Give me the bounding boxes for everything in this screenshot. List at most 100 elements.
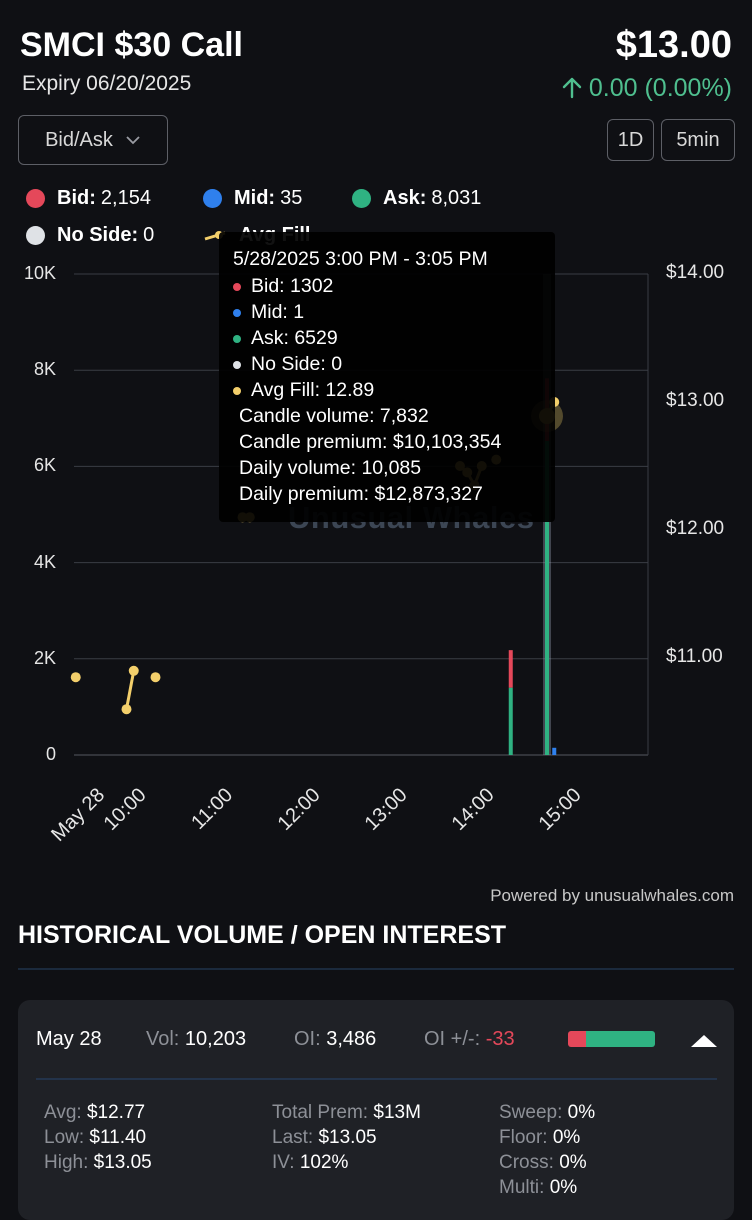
tooltip-candle-premium: Candle premium: $10,103,354 — [239, 431, 501, 454]
bid-dot-icon — [26, 189, 45, 208]
bid-ratio-segment — [568, 1031, 586, 1047]
tooltip-no-side-text: No Side: 0 — [251, 353, 342, 376]
collapse-caret-icon[interactable] — [690, 1033, 718, 1049]
legend-ask[interactable]: Ask: 8,031 — [352, 187, 481, 210]
x-tick-label: 14:00 — [448, 784, 500, 836]
avg-fill-point — [71, 672, 81, 682]
ask-ratio-segment — [586, 1031, 655, 1047]
mid-volume-bar — [552, 748, 556, 755]
history-oi: OI: 3,486 — [294, 1028, 376, 1051]
bid-ask-ratio-bar — [568, 1031, 655, 1047]
historical-section-title: HISTORICAL VOLUME / OPEN INTEREST — [18, 921, 506, 950]
ask-dot-icon — [352, 189, 371, 208]
stat-cross: Cross: 0% — [499, 1152, 587, 1174]
avg-fill-point — [122, 704, 132, 714]
stat-avg: Avg: $12.77 — [44, 1102, 145, 1124]
legend-mid-label: Mid: — [234, 187, 275, 210]
no-side-dot-icon — [26, 226, 45, 245]
history-oi-change-value: -33 — [486, 1028, 515, 1050]
stat-total-prem: Total Prem: $13M — [272, 1102, 421, 1124]
legend-mid-value: 35 — [280, 187, 302, 210]
price-change: 0.00 (0.00%) — [562, 74, 732, 103]
legend-bid[interactable]: Bid: 2,154 — [26, 187, 151, 210]
history-oi-value: 3,486 — [326, 1028, 376, 1050]
y-right-tick-label: $14.00 — [666, 262, 724, 284]
ask-dot-icon — [233, 335, 241, 343]
history-volume-label: Vol: — [146, 1028, 179, 1050]
expiry-date: Expiry 06/20/2025 — [22, 72, 191, 96]
mid-dot-icon — [233, 309, 241, 317]
arrow-up-icon — [562, 77, 582, 99]
section-divider — [18, 968, 734, 970]
x-tick-label: 15:00 — [535, 784, 587, 836]
history-volume: Vol: 10,203 — [146, 1028, 246, 1051]
tooltip-mid-text: Mid: 1 — [251, 301, 304, 324]
y-right-tick-label: $11.00 — [666, 646, 723, 668]
avg-fill-dot-icon — [233, 387, 241, 395]
x-tick-label: 13:00 — [361, 784, 413, 836]
stat-last: Last: $13.05 — [272, 1127, 377, 1149]
tooltip-bid: Bid: 1302 — [233, 275, 333, 298]
y-left-tick-label: 4K — [14, 552, 56, 573]
x-tick-label: 12:00 — [274, 784, 326, 836]
x-tick-label: May 28 — [48, 784, 111, 847]
avg-fill-point — [151, 672, 161, 682]
current-price: $13.00 — [616, 24, 732, 67]
history-oi-label: OI: — [294, 1028, 321, 1050]
legend-no-side-value: 0 — [143, 224, 154, 247]
interval-5min-button[interactable]: 5min — [661, 119, 735, 161]
mid-dot-icon — [203, 189, 222, 208]
x-tick-label: 11:00 — [188, 784, 239, 835]
y-left-tick-label: 10K — [14, 263, 56, 284]
tooltip-avg-fill-text: Avg Fill: 12.89 — [251, 379, 374, 402]
legend-bid-value: 2,154 — [101, 187, 151, 210]
legend-bid-label: Bid: — [57, 187, 96, 210]
tooltip-no-side: No Side: 0 — [233, 353, 342, 376]
y-left-tick-label: 8K — [14, 359, 56, 380]
stat-sweep: Sweep: 0% — [499, 1102, 595, 1124]
tooltip-bid-text: Bid: 1302 — [251, 275, 333, 298]
bid-ask-dropdown-label: Bid/Ask — [45, 129, 113, 152]
period-1d-button[interactable]: 1D — [607, 119, 654, 161]
y-right-tick-label: $12.00 — [666, 518, 724, 540]
stat-multi: Multi: 0% — [499, 1177, 577, 1199]
tooltip-daily-volume: Daily volume: 10,085 — [239, 457, 421, 480]
ask-volume-bar — [509, 688, 513, 755]
history-date: May 28 — [36, 1028, 102, 1051]
legend-ask-label: Ask: — [383, 187, 426, 210]
stat-high: High: $13.05 — [44, 1152, 152, 1174]
legend-mid[interactable]: Mid: 35 — [203, 187, 302, 210]
history-oi-change-label: OI +/-: — [424, 1028, 480, 1050]
tooltip-mid: Mid: 1 — [233, 301, 304, 324]
card-divider — [36, 1078, 717, 1080]
tooltip-ask-text: Ask: 6529 — [251, 327, 338, 350]
y-left-tick-label: 2K — [14, 648, 56, 669]
bid-dot-icon — [233, 283, 241, 291]
contract-title: SMCI $30 Call — [20, 26, 243, 65]
bid-volume-bar — [509, 650, 513, 688]
avg-fill-point — [129, 666, 139, 676]
tooltip-candle-volume: Candle volume: 7,832 — [239, 405, 429, 428]
tooltip-daily-premium: Daily premium: $12,873,327 — [239, 483, 483, 506]
stat-low: Low: $11.40 — [44, 1127, 146, 1149]
chart-tooltip: 5/28/2025 3:00 PM - 3:05 PM Bid: 1302 Mi… — [219, 232, 555, 522]
price-change-value: 0.00 (0.00%) — [589, 74, 732, 102]
y-right-tick-label: $13.00 — [666, 390, 724, 412]
y-left-tick-label: 6K — [14, 455, 56, 476]
no-side-dot-icon — [233, 361, 241, 369]
tooltip-avg-fill: Avg Fill: 12.89 — [233, 379, 374, 402]
bid-ask-dropdown[interactable]: Bid/Ask — [18, 115, 168, 165]
y-left-tick-label: 0 — [14, 744, 56, 765]
chevron-down-icon — [125, 135, 141, 145]
legend-no-side[interactable]: No Side: 0 — [26, 224, 154, 247]
legend-no-side-label: No Side: — [57, 224, 138, 247]
avg-fill-line — [127, 671, 134, 709]
stat-floor: Floor: 0% — [499, 1127, 580, 1149]
tooltip-time: 5/28/2025 3:00 PM - 3:05 PM — [233, 248, 488, 271]
history-volume-value: 10,203 — [185, 1028, 246, 1050]
history-oi-change: OI +/-: -33 — [424, 1028, 515, 1051]
legend-ask-value: 8,031 — [431, 187, 481, 210]
x-tick-label: 10:00 — [100, 784, 152, 836]
tooltip-ask: Ask: 6529 — [233, 327, 338, 350]
powered-by-text: Powered by unusualwhales.com — [490, 886, 734, 906]
